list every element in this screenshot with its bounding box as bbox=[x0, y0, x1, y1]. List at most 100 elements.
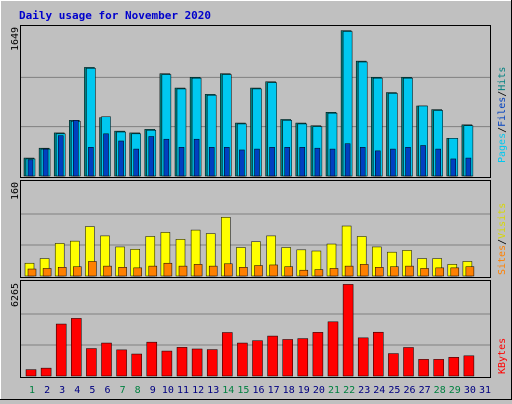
kbytes-bar bbox=[448, 357, 460, 377]
pages-bar bbox=[375, 150, 381, 177]
sites-bar bbox=[420, 268, 429, 277]
kbytes-bar bbox=[191, 348, 203, 377]
kbytes-bar bbox=[101, 342, 112, 377]
sites-bar bbox=[390, 266, 399, 277]
sites-bar bbox=[269, 264, 278, 277]
bars-visits-sites bbox=[24, 217, 475, 277]
sites-bar bbox=[314, 269, 324, 277]
x-tick-label: 29 bbox=[449, 385, 461, 396]
legend-mid: Sites/Visits bbox=[497, 203, 508, 275]
x-tick-label: 10 bbox=[162, 385, 174, 396]
sites-bar bbox=[239, 267, 248, 277]
kbytes-bar bbox=[267, 335, 278, 377]
x-tick-label: 14 bbox=[222, 385, 234, 396]
kbytes-bar bbox=[433, 359, 444, 377]
kbytes-bar bbox=[342, 284, 354, 377]
sites-bar bbox=[254, 265, 263, 277]
pages-bar bbox=[57, 135, 64, 177]
kbytes-bar bbox=[403, 347, 414, 377]
sites-bar bbox=[148, 265, 158, 277]
x-tick-label: 11 bbox=[177, 385, 189, 396]
legend-sep-1: / bbox=[497, 127, 508, 133]
legend-top-text: Pages/Files/Hits bbox=[497, 67, 508, 163]
sites-bar bbox=[118, 267, 127, 277]
kbytes-bar bbox=[161, 350, 173, 377]
pages-bar bbox=[163, 138, 170, 177]
legend-sep-2: / bbox=[497, 91, 508, 97]
sites-bar bbox=[450, 267, 460, 277]
chart-title: Daily usage for November 2020 bbox=[19, 9, 211, 22]
sites-bar bbox=[27, 268, 37, 277]
sites-bar bbox=[57, 267, 67, 277]
kbytes-bar bbox=[463, 355, 475, 377]
legend-files: Files bbox=[497, 97, 508, 127]
x-tick-label: 2 bbox=[44, 385, 50, 396]
kbytes-bar bbox=[357, 337, 369, 377]
sites-bar bbox=[42, 268, 52, 277]
x-axis-labels: 1 2 3 4 5 6 7 8 9 10 11 12 13 14 15 16 17 18 19 20 21 22 23 24 2… bbox=[29, 385, 491, 396]
pages-bar bbox=[329, 148, 336, 177]
panel-hits-files-pages: 1649 bbox=[10, 25, 491, 178]
x-tick-label: 18 bbox=[283, 385, 295, 396]
kbytes-bar bbox=[206, 349, 218, 377]
pages-bar bbox=[465, 157, 472, 177]
sites-bar bbox=[73, 266, 82, 277]
sites-bar bbox=[224, 263, 233, 277]
x-tick-label: 27 bbox=[419, 385, 431, 396]
x-tick-label: 21 bbox=[328, 385, 340, 396]
sites-bar bbox=[435, 267, 444, 277]
legend-sep-3: / bbox=[497, 239, 508, 245]
legend-sites: Sites bbox=[497, 245, 508, 275]
pages-bar bbox=[299, 147, 306, 177]
kbytes-bar bbox=[86, 348, 97, 377]
x-tick-label: 8 bbox=[135, 385, 141, 396]
pages-bar bbox=[224, 147, 230, 177]
sites-bar bbox=[359, 264, 369, 277]
x-tick-label: 3 bbox=[59, 385, 65, 396]
kbytes-bar bbox=[373, 331, 384, 377]
sites-bar bbox=[465, 266, 475, 277]
y-max-label-visits: 160 bbox=[10, 182, 21, 200]
kbytes-bar bbox=[327, 321, 339, 377]
pages-bar bbox=[133, 148, 139, 177]
x-tick-label: 25 bbox=[388, 385, 400, 396]
sites-bar bbox=[208, 265, 218, 277]
pages-bar bbox=[88, 147, 94, 177]
pages-bar bbox=[148, 136, 155, 177]
x-tick-label: 31 bbox=[479, 385, 491, 396]
pages-bar bbox=[178, 147, 185, 177]
sites-bar bbox=[299, 269, 309, 277]
x-tick-label: 22 bbox=[343, 385, 355, 396]
sites-bar bbox=[133, 267, 142, 277]
pages-bar bbox=[193, 138, 200, 177]
kbytes-bar bbox=[388, 353, 399, 377]
pages-bar bbox=[27, 159, 34, 177]
kbytes-bar bbox=[131, 353, 142, 377]
kbytes-bar bbox=[282, 339, 293, 377]
x-tick-label: 24 bbox=[373, 385, 385, 396]
legend-mid-text: Sites/Visits bbox=[497, 203, 508, 275]
pages-bar bbox=[73, 120, 79, 177]
kbytes-bar bbox=[116, 349, 127, 377]
sites-bar bbox=[284, 266, 293, 277]
pages-bar bbox=[254, 148, 260, 177]
bars-hits-files-pages bbox=[23, 30, 474, 177]
pages-bar bbox=[284, 147, 290, 177]
pages-bar bbox=[103, 133, 109, 177]
panel-kbytes: 6265 bbox=[10, 280, 491, 378]
kbytes-bar bbox=[222, 332, 233, 377]
x-tick-label: 16 bbox=[252, 385, 264, 396]
pages-bar bbox=[314, 147, 321, 177]
pages-bar bbox=[208, 147, 215, 177]
y-max-label-kbytes: 6265 bbox=[10, 283, 21, 307]
sites-bar bbox=[178, 265, 188, 277]
y-max-label-hits: 1649 bbox=[10, 27, 21, 51]
x-tick-label: 4 bbox=[74, 385, 80, 396]
kbytes-bar bbox=[237, 342, 248, 377]
x-tick-label: 7 bbox=[120, 385, 126, 396]
legend-bot: KBytes bbox=[497, 338, 508, 374]
x-tick-label: 5 bbox=[89, 385, 95, 396]
kbytes-bar bbox=[55, 323, 67, 377]
kbytes-bar bbox=[176, 347, 188, 377]
x-tick-label: 15 bbox=[237, 385, 249, 396]
